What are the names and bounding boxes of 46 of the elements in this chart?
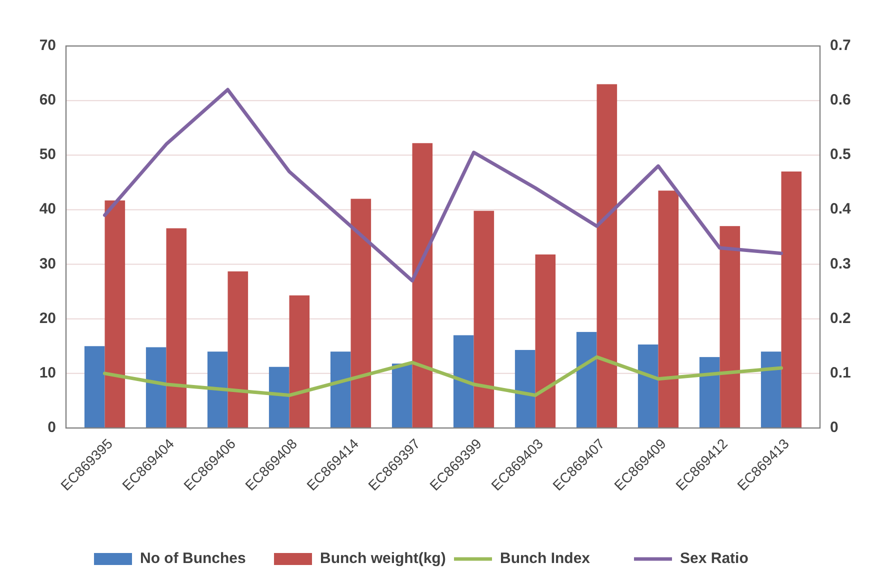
bar — [638, 344, 658, 428]
y-tick-label: 40 — [39, 200, 56, 218]
legend-label: Bunch Index — [500, 550, 591, 567]
bar — [207, 352, 228, 428]
y2-tick-label: 0 — [830, 418, 838, 436]
legend-label: Bunch weight(kg) — [320, 550, 446, 567]
bar — [146, 347, 166, 428]
y-tick-label: 30 — [39, 255, 56, 272]
y2-tick-label: 0.7 — [830, 36, 851, 54]
y-tick-label: 50 — [39, 146, 56, 164]
bar — [596, 84, 618, 428]
y-tick-label: 20 — [39, 310, 56, 327]
bar — [576, 332, 597, 428]
bar — [330, 352, 351, 428]
y-tick-label: 60 — [39, 92, 56, 109]
y2-tick-label: 0.6 — [830, 92, 851, 109]
bar — [228, 271, 248, 428]
bar — [350, 198, 372, 428]
bar — [720, 226, 740, 428]
y2-tick-label: 0.2 — [830, 310, 851, 327]
y-tick-label: 0 — [48, 418, 56, 436]
legend-label: Sex Ratio — [680, 550, 748, 567]
bar — [392, 364, 412, 428]
y2-tick-label: 0.1 — [830, 364, 851, 382]
bar — [535, 254, 556, 428]
legend-label: No of Bunches — [140, 550, 246, 567]
bar — [84, 346, 105, 428]
bar — [453, 335, 474, 428]
bar — [760, 352, 782, 428]
line-series — [103, 355, 783, 398]
y-tick-label: 70 — [39, 36, 56, 54]
y2-tick-label: 0.4 — [830, 200, 852, 218]
line-series — [103, 88, 783, 282]
bar — [699, 357, 720, 428]
y-tick-label: 10 — [39, 364, 56, 382]
bar — [104, 200, 126, 428]
bar — [474, 210, 494, 428]
y2-tick-label: 0.5 — [830, 146, 851, 164]
bar — [658, 190, 679, 428]
bar — [412, 143, 433, 428]
bar — [166, 228, 187, 428]
bar — [268, 366, 290, 428]
bar — [289, 295, 310, 428]
bar — [781, 172, 802, 428]
y2-tick-label: 0.3 — [830, 255, 851, 272]
bar — [514, 350, 536, 428]
